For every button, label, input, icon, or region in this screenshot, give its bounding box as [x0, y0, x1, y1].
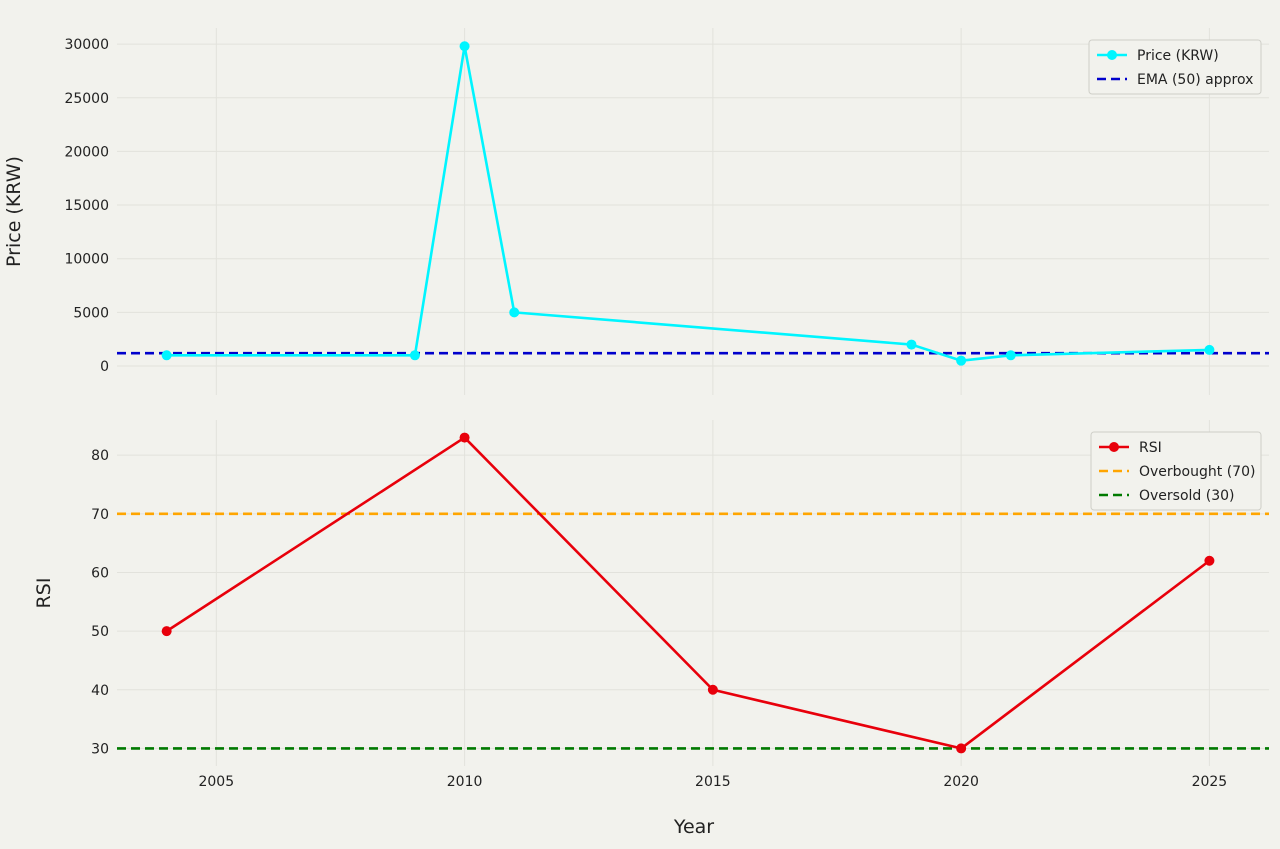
data-point — [459, 41, 470, 52]
data-point — [1204, 555, 1215, 566]
x-tick-label: 2025 — [1192, 774, 1228, 790]
x-tick-label: 2010 — [447, 774, 483, 790]
legend-label: Oversold (30) — [1139, 488, 1235, 504]
price-panel: 0 5000 10000 15000 20000 25000 30000 Price (KRW… — [3, 28, 1269, 395]
y-tick-label: 40 — [91, 683, 109, 699]
series-price-krw — [161, 41, 1215, 366]
data-point — [161, 350, 172, 361]
y-tick-label: 70 — [91, 507, 109, 523]
legend-marker — [1107, 50, 1117, 60]
data-point — [161, 626, 172, 637]
legend-box — [1088, 39, 1262, 95]
x-tick-label: 2020 — [943, 774, 979, 790]
y-tick-label: 50 — [91, 624, 109, 640]
y-tick-label: 25000 — [64, 91, 109, 107]
y-tick-label: 30 — [91, 741, 109, 757]
legend-label: RSI — [1139, 440, 1162, 456]
data-point — [1005, 350, 1016, 361]
y-tick-label: 5000 — [73, 305, 109, 321]
y-axis-title: RSI — [33, 578, 55, 609]
grid-lines — [117, 28, 1269, 395]
series-rsi — [161, 432, 1215, 754]
legend-marker — [1109, 442, 1119, 452]
x-tick-label: 2005 — [198, 774, 234, 790]
y-tick-label: 15000 — [64, 198, 109, 214]
y-tick-label: 30000 — [64, 37, 109, 53]
data-point — [906, 339, 917, 350]
data-point — [956, 743, 967, 754]
data-point — [1204, 344, 1215, 355]
series-line-rsi — [165, 436, 1211, 750]
data-point — [459, 432, 470, 443]
series-line-price-krw — [165, 44, 1211, 362]
legend: Price (KRW) EMA (50) approx — [1088, 39, 1262, 95]
y-tick-label: 0 — [100, 359, 109, 375]
y-tick-label: 10000 — [64, 252, 109, 268]
x-tick-label: 2015 — [695, 774, 731, 790]
y-tick-label: 20000 — [64, 144, 109, 160]
data-point — [956, 355, 967, 366]
x-axis-title: Year — [673, 816, 714, 838]
legend: RSI Overbought (70) Oversold (30) — [1090, 431, 1262, 511]
data-point — [509, 307, 520, 318]
legend-box — [1090, 431, 1262, 511]
legend-label: Overbought (70) — [1139, 464, 1255, 480]
legend-label: Price (KRW) — [1137, 48, 1219, 64]
data-point — [409, 350, 420, 361]
data-point — [707, 684, 718, 695]
y-tick-label: 60 — [91, 565, 109, 581]
rsi-panel: 30 40 50 60 70 80 2005 2010 2015 2020 2025 RSI RSI Ov… — [33, 420, 1269, 790]
legend-label: EMA (50) approx — [1137, 72, 1253, 88]
y-axis-title: Price (KRW) — [3, 156, 25, 267]
y-tick-label: 80 — [91, 448, 109, 464]
